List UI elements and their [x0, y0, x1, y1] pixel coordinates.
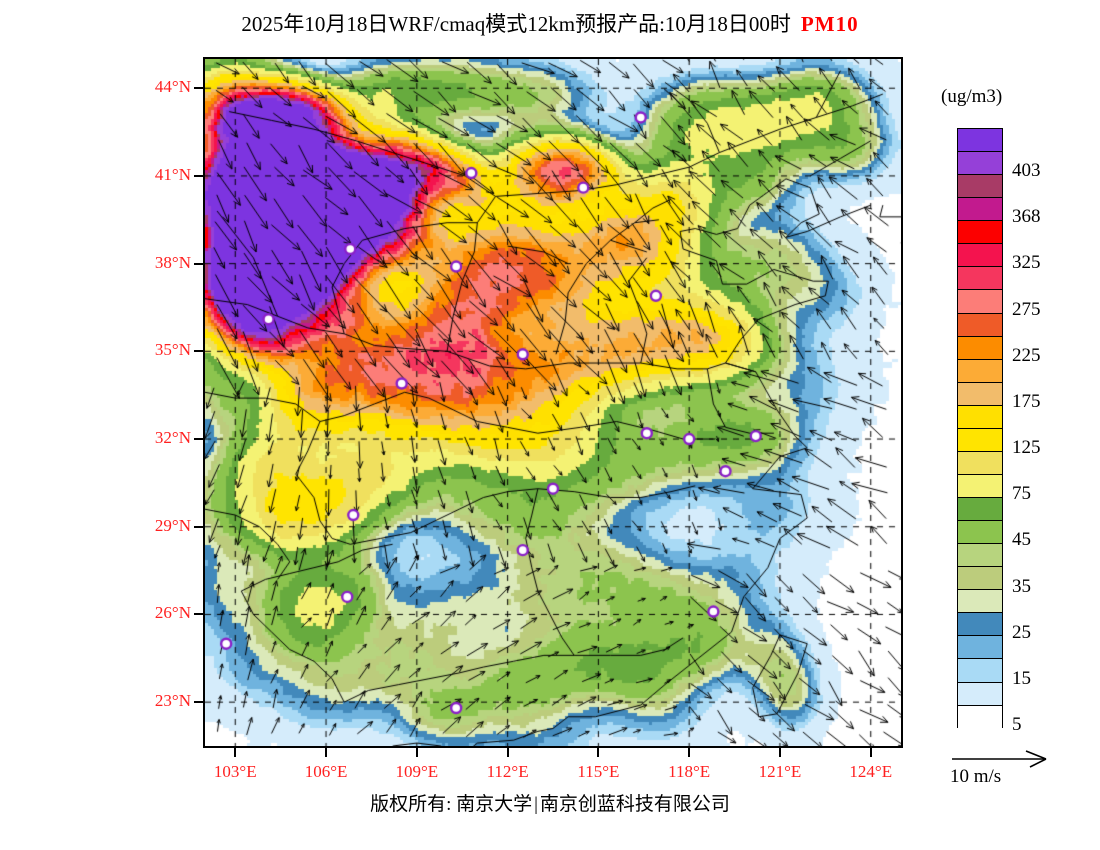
colorbar-band — [958, 705, 1002, 729]
colorbar-band — [958, 313, 1002, 337]
x-axis-tick — [778, 748, 781, 757]
colorbar-label-125: 125 — [1012, 437, 1041, 459]
x-axis-tick — [869, 748, 872, 757]
wind-vector-legend: 10 m/s — [950, 748, 1080, 794]
footer-separator: | — [534, 794, 538, 815]
concentration-colorbar[interactable] — [957, 128, 1003, 729]
colorbar-units-label: (ug/m3) — [941, 86, 1003, 107]
y-axis-label-38°N: 38°N — [154, 252, 191, 272]
x-axis-label-121°E: 121°E — [758, 762, 802, 781]
colorbar-band — [958, 474, 1002, 498]
y-axis-label-44°N: 44°N — [154, 77, 191, 97]
y-axis-tick — [194, 87, 203, 90]
x-axis-label-106°E: 106°E — [304, 762, 348, 781]
colorbar-band — [958, 613, 1002, 637]
colorbar-band — [958, 267, 1002, 291]
x-axis-label-103°E: 103°E — [213, 762, 257, 781]
colorbar-band — [958, 544, 1002, 568]
title-main-text: 2025年10月18日WRF/cmaq模式12km预报产品:10月18日00时 — [241, 12, 791, 36]
x-axis-tick — [415, 748, 418, 757]
colorbar-band — [958, 152, 1002, 176]
colorbar-band — [958, 405, 1002, 429]
colorbar-band — [958, 290, 1002, 314]
y-axis-tick — [194, 701, 203, 704]
y-axis-label-35°N: 35°N — [154, 340, 191, 360]
colorbar-label-275: 275 — [1012, 298, 1041, 320]
colorbar-label-35: 35 — [1012, 575, 1031, 597]
colorbar-band — [958, 659, 1002, 683]
y-axis-tick — [194, 174, 203, 177]
footer-company: 南京创蓝科技有限公司 — [539, 794, 730, 815]
x-axis-label-115°E: 115°E — [577, 762, 620, 781]
page-title: 2025年10月18日WRF/cmaq模式12km预报产品:10月18日00时 P… — [0, 8, 1100, 38]
colorbar-band — [958, 451, 1002, 475]
x-axis-tick — [597, 748, 600, 757]
x-axis-tick — [506, 748, 509, 757]
wind-legend-label: 10 m/s — [950, 766, 1002, 787]
colorbar-band — [958, 198, 1002, 222]
y-axis-label-29°N: 29°N — [154, 515, 191, 535]
y-axis-label-23°N: 23°N — [154, 691, 191, 711]
x-axis-label-112°E: 112°E — [486, 762, 529, 781]
colorbar-band — [958, 359, 1002, 383]
pm10-concentration-map[interactable] — [205, 59, 901, 746]
x-axis-label-109°E: 109°E — [395, 762, 439, 781]
colorbar-band — [958, 336, 1002, 360]
y-axis-tick — [194, 438, 203, 441]
copyright-footer: 版权所有: 南京大学 | 南京创蓝科技有限公司 — [0, 789, 1100, 816]
colorbar-label-368: 368 — [1012, 206, 1041, 228]
colorbar-band — [958, 428, 1002, 452]
colorbar-label-75: 75 — [1012, 483, 1031, 505]
arrow-right-icon — [952, 750, 1047, 768]
x-axis-label-124°E: 124°E — [849, 762, 893, 781]
y-axis-tick — [194, 262, 203, 265]
colorbar-band — [958, 221, 1002, 245]
x-axis-tick — [234, 748, 237, 757]
y-axis-tick — [194, 525, 203, 528]
colorbar-label-403: 403 — [1012, 160, 1041, 182]
colorbar-band — [958, 636, 1002, 660]
colorbar-label-15: 15 — [1012, 667, 1031, 689]
colorbar-label-45: 45 — [1012, 529, 1031, 551]
colorbar-band — [958, 244, 1002, 268]
colorbar-label-325: 325 — [1012, 252, 1041, 274]
colorbar-band — [958, 498, 1002, 522]
colorbar-band — [958, 175, 1002, 199]
x-axis-tick — [688, 748, 691, 757]
colorbar-band — [958, 129, 1002, 153]
title-species-label: PM10 — [800, 12, 859, 36]
colorbar-band — [958, 521, 1002, 545]
forecast-map-panel[interactable] — [203, 57, 903, 748]
colorbar-label-225: 225 — [1012, 344, 1041, 366]
y-axis-tick — [194, 350, 203, 353]
x-axis-label-118°E: 118°E — [668, 762, 711, 781]
colorbar-label-175: 175 — [1012, 390, 1041, 412]
colorbar-label-5: 5 — [1012, 714, 1022, 735]
y-axis-label-26°N: 26°N — [154, 603, 191, 623]
colorbar-label-25: 25 — [1012, 621, 1031, 643]
colorbar-band — [958, 682, 1002, 706]
y-axis-label-32°N: 32°N — [154, 428, 191, 448]
colorbar-band — [958, 590, 1002, 614]
y-axis-label-41°N: 41°N — [154, 164, 191, 184]
colorbar-band — [958, 567, 1002, 591]
copyright-owner: 版权所有: 南京大学 — [370, 794, 533, 815]
y-axis-tick — [194, 613, 203, 616]
colorbar-band — [958, 382, 1002, 406]
x-axis-tick — [325, 748, 328, 757]
